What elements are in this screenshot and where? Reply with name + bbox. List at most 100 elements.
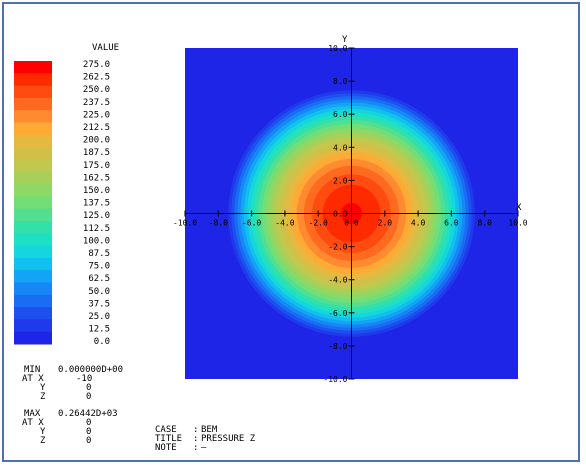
title-sep: : (193, 434, 198, 444)
x-tick-label: 8.0 (477, 219, 492, 228)
legend-swatch (14, 184, 52, 197)
title-label: TITLE (155, 434, 182, 444)
legend-level-label: 225.0 (83, 110, 110, 120)
legend-swatch (14, 307, 52, 320)
legend-level-label: 162.5 (83, 173, 110, 183)
y-tick-label: -10.0 (323, 375, 347, 384)
max-y-label: Y (40, 427, 46, 437)
legend-level-label: 250.0 (83, 85, 110, 95)
legend-level-label: 37.5 (88, 299, 110, 309)
min-y-value: 0 (86, 383, 91, 393)
min-z-label: Z (40, 392, 46, 402)
case-sep: : (193, 425, 198, 435)
max-y-value: 0 (86, 427, 91, 437)
note-label: NOTE (155, 443, 177, 453)
x-tick-label: -6.0 (242, 219, 261, 228)
legend-swatch (14, 233, 52, 247)
min-at-x-value: -10 (76, 374, 92, 384)
legend-level-label: 12.5 (88, 325, 110, 335)
legend-level-label: 87.5 (88, 249, 110, 259)
x-tick-label: 4.0 (411, 219, 426, 228)
legend-swatch (14, 110, 52, 124)
legend-swatch (14, 134, 52, 148)
legend-level-label: 25.0 (88, 312, 110, 322)
legend-level-label: 212.5 (83, 123, 110, 133)
legend-level-label: 137.5 (83, 199, 110, 209)
legend-swatch (14, 85, 52, 99)
legend-swatch (14, 220, 52, 234)
legend-labels: 275.0 262.5 250.0 237.5 225.0 212.5 200.0 187.5… (83, 60, 110, 347)
legend-level-label: 262.5 (83, 73, 110, 83)
legend-swatch (14, 208, 52, 222)
legend-swatch (14, 122, 52, 136)
legend-level-label: 100.0 (83, 236, 110, 246)
legend-color-bar (14, 61, 52, 345)
legend-swatch (14, 270, 52, 283)
legend-title: VALUE (92, 43, 119, 53)
legend-level-label: 112.5 (83, 224, 110, 234)
x-tick-label: 2.0 (378, 219, 393, 228)
min-info: MIN 0.000000D+00 AT X -10 Y 0 Z 0 (22, 365, 123, 402)
note-sep: : (193, 443, 198, 453)
y-tick-label: 10.0 (328, 44, 347, 53)
legend-level-label: 125.0 (83, 211, 110, 221)
title-value: PRESSURE Z (201, 434, 256, 444)
y-tick-label: 8.0 (333, 77, 348, 86)
legend-level-label: 175.0 (83, 161, 110, 171)
x-tick-label: -4.0 (275, 219, 294, 228)
x-tick-label: -2.0 (309, 219, 328, 228)
legend-level-label: 200.0 (83, 136, 110, 146)
y-tick-label: -2.0 (328, 243, 347, 252)
x-tick-label: -8.0 (209, 219, 228, 228)
min-at-x-label: AT X (22, 374, 44, 384)
legend-level-label: 50.0 (88, 287, 110, 297)
legend-swatch (14, 147, 52, 160)
legend-level-label: 62.5 (88, 274, 110, 284)
y-tick-label: 0.0 (333, 210, 348, 219)
max-at-x-value: 0 (86, 418, 91, 428)
y-tick-label: 6.0 (333, 110, 348, 119)
min-z-value: 0 (86, 392, 91, 402)
legend-swatch (14, 245, 52, 259)
x-tick-label: -10.0 (173, 219, 197, 228)
case-label: CASE (155, 425, 177, 435)
legend-level-label: 275.0 (83, 60, 110, 70)
legend-swatch (14, 257, 52, 271)
x-tick-label: 6.0 (444, 219, 459, 228)
note-value: — (201, 443, 207, 453)
legend-level-label: 0.0 (94, 337, 110, 347)
legend-level-label: 187.5 (83, 148, 110, 158)
axes: -10.0 -8.0 -6.0 -4.0 -2.0 0.0 2.0 4.0 6.0 8.0 10.0… (173, 44, 528, 384)
y-axis-label: Y (342, 35, 348, 45)
legend-swatch (14, 331, 52, 345)
y-tick-label: -4.0 (328, 276, 347, 285)
legend-swatch (14, 196, 52, 210)
legend-swatch (14, 171, 52, 185)
y-tick-label: -8.0 (328, 342, 347, 351)
y-tick-label: -6.0 (328, 309, 347, 318)
max-z-label: Z (40, 436, 46, 446)
legend-level-label: 237.5 (83, 98, 110, 108)
legend-level-label: 150.0 (83, 186, 110, 196)
max-info: MAX 0.26442D+03 AT X 0 Y 0 Z 0 (22, 409, 118, 446)
max-value: 0.26442D+03 (58, 409, 118, 419)
min-label: MIN (24, 365, 40, 375)
case-value: BEM (201, 425, 218, 435)
min-value: 0.000000D+00 (58, 365, 123, 375)
max-label: MAX (24, 409, 41, 419)
legend-swatch (14, 159, 52, 173)
max-z-value: 0 (86, 436, 91, 446)
y-tick-label: 4.0 (333, 143, 348, 152)
legend-swatch (14, 97, 52, 111)
legend-swatch (14, 319, 52, 333)
x-axis-label: X (516, 203, 522, 213)
case-info: CASE : BEM TITLE : PRESSURE Z NOTE : — (155, 425, 256, 453)
y-tick-label: 2.0 (333, 176, 348, 185)
max-at-x-label: AT X (22, 418, 44, 428)
min-y-label: Y (40, 383, 46, 393)
legend-swatch (14, 73, 52, 87)
legend-swatch (14, 282, 52, 296)
legend-swatch (14, 294, 52, 308)
legend-level-label: 75.0 (88, 262, 110, 272)
